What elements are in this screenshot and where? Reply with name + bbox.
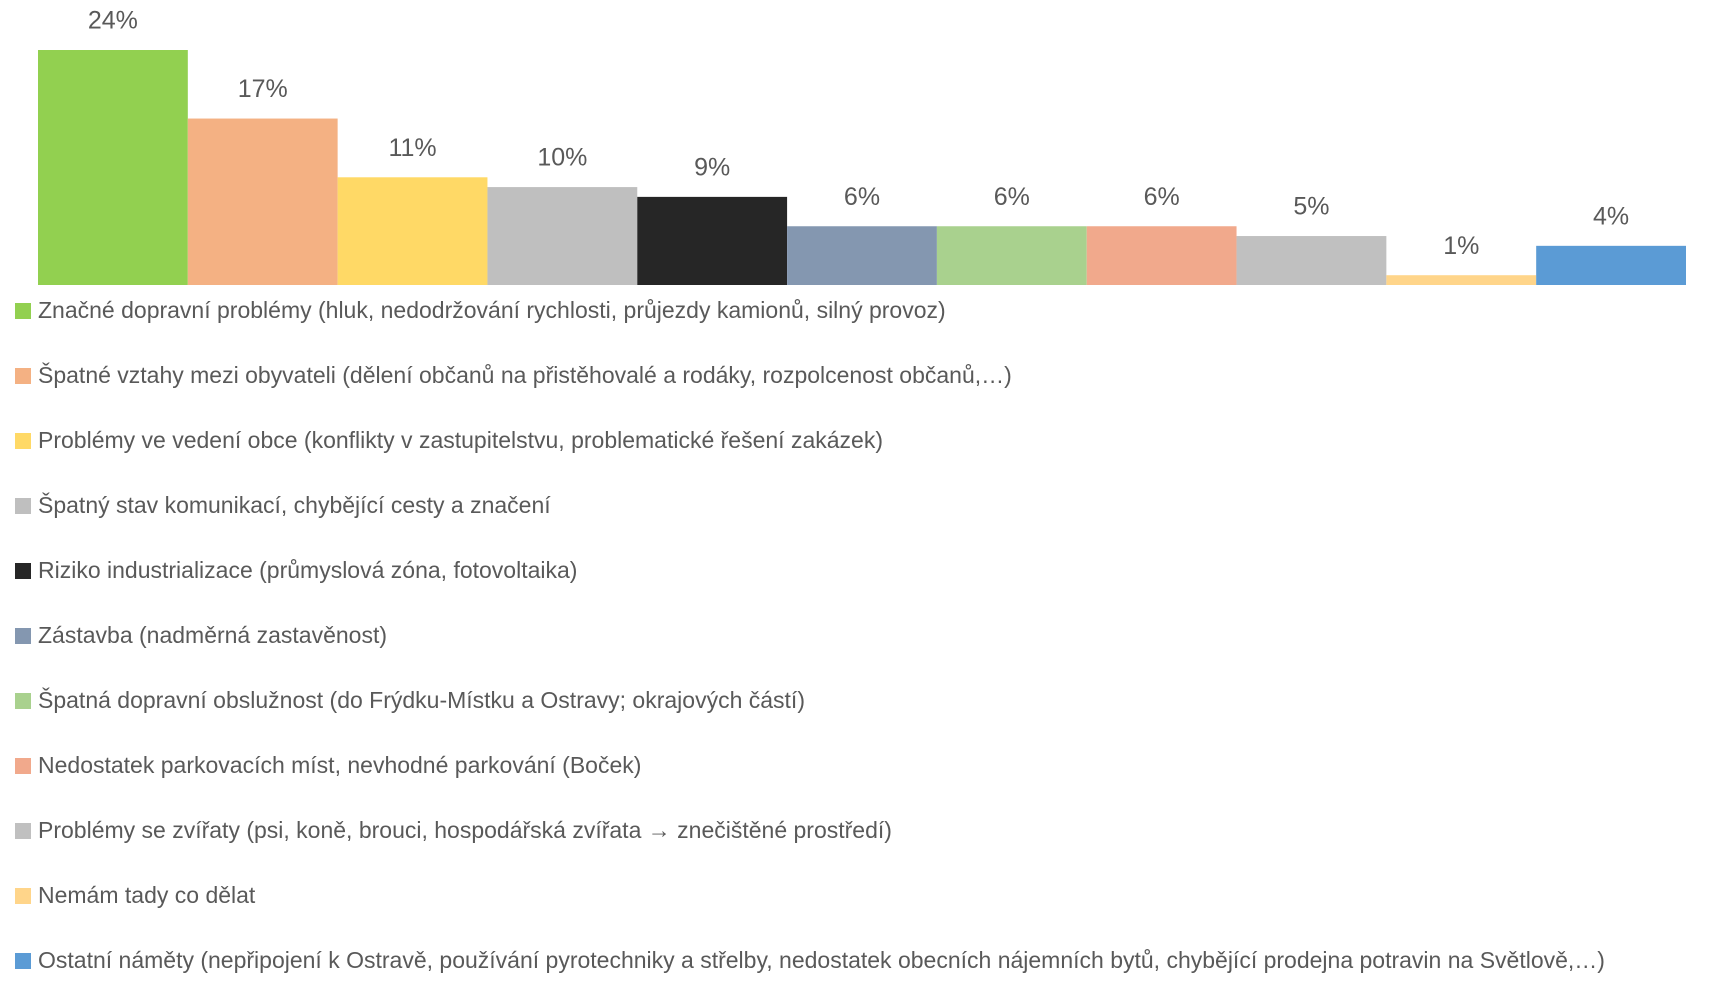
data-label: 11%	[388, 134, 436, 162]
bar	[1086, 226, 1237, 285]
data-label: 6%	[994, 183, 1030, 211]
legend-swatch	[15, 563, 31, 579]
chart: 24% 17% 11% 10% 9% 6% 6% 6% 5% 1% 4%	[38, 7, 1686, 286]
legend-label: Značné dopravní problémy (hluk, nedodržo…	[38, 297, 946, 323]
bar	[38, 50, 188, 285]
bar	[487, 187, 638, 285]
data-label: 17%	[238, 75, 288, 103]
legend-swatch	[15, 303, 31, 319]
legend-label: Špatné vztahy mezi obyvateli (dělení obč…	[38, 362, 1012, 388]
data-label: 9%	[694, 153, 730, 181]
data-label: 5%	[1293, 193, 1329, 221]
bar	[187, 118, 338, 286]
bar	[1386, 275, 1537, 285]
bar	[637, 196, 788, 285]
legend-label: Ostatní náměty (nepřipojení k Ostravě, p…	[38, 947, 1605, 973]
legend-item: Špatný stav komunikací, chybějící cesty …	[15, 491, 1708, 520]
legend-swatch	[15, 953, 31, 969]
legend-item: Problémy se zvířaty (psi, koně, brouci, …	[15, 816, 1708, 845]
legend-label: Problémy ve vedení obce (konflikty v zas…	[38, 427, 883, 453]
data-label: 1%	[1443, 232, 1479, 260]
legend-swatch	[15, 433, 31, 449]
legend-label: Zástavba (nadměrná zastavěnost)	[38, 622, 388, 648]
legend-item: Problémy ve vedení obce (konflikty v zas…	[15, 426, 1708, 455]
legend-swatch	[15, 693, 31, 709]
legend-swatch	[15, 368, 31, 384]
bar	[337, 177, 488, 285]
legend-label: Nemám tady co dělat	[38, 882, 256, 908]
legend-item: Ostatní náměty (nepřipojení k Ostravě, p…	[15, 946, 1708, 975]
bar	[1236, 236, 1387, 285]
legend-swatch	[15, 628, 31, 644]
bar	[787, 226, 937, 285]
legend-label: Problémy se zvířaty (psi, koně, brouci, …	[38, 817, 892, 843]
legend-item: Značné dopravní problémy (hluk, nedodržo…	[15, 296, 1708, 325]
legend-label: Špatná dopravní obslužnost (do Frýdku-Mí…	[38, 687, 805, 713]
legend-swatch	[15, 758, 31, 774]
data-label: 6%	[1144, 183, 1180, 211]
legend-swatch	[15, 888, 31, 904]
legend-swatch	[15, 823, 31, 839]
bar	[1536, 245, 1686, 285]
legend-item: Špatné vztahy mezi obyvateli (dělení obč…	[15, 361, 1708, 390]
legend-item: Špatná dopravní obslužnost (do Frýdku-Mí…	[15, 686, 1708, 715]
legend-swatch	[15, 498, 31, 514]
data-label: 4%	[1593, 202, 1629, 230]
bar	[936, 226, 1087, 285]
legend-label: Nedostatek parkovacích míst, nevhodné pa…	[38, 752, 642, 778]
legend-item: Nedostatek parkovacích míst, nevhodné pa…	[15, 751, 1708, 780]
data-label: 6%	[844, 183, 880, 211]
legend-item: Zástavba (nadměrná zastavěnost)	[15, 621, 1708, 650]
legend-label: Špatný stav komunikací, chybějící cesty …	[38, 492, 551, 518]
legend-label: Riziko industrializace (průmyslová zóna,…	[38, 557, 578, 583]
data-label: 24%	[88, 7, 138, 35]
legend-item: Nemám tady co dělat	[15, 881, 1708, 910]
legend-item: Riziko industrializace (průmyslová zóna,…	[15, 556, 1708, 585]
data-label: 10%	[537, 144, 587, 172]
